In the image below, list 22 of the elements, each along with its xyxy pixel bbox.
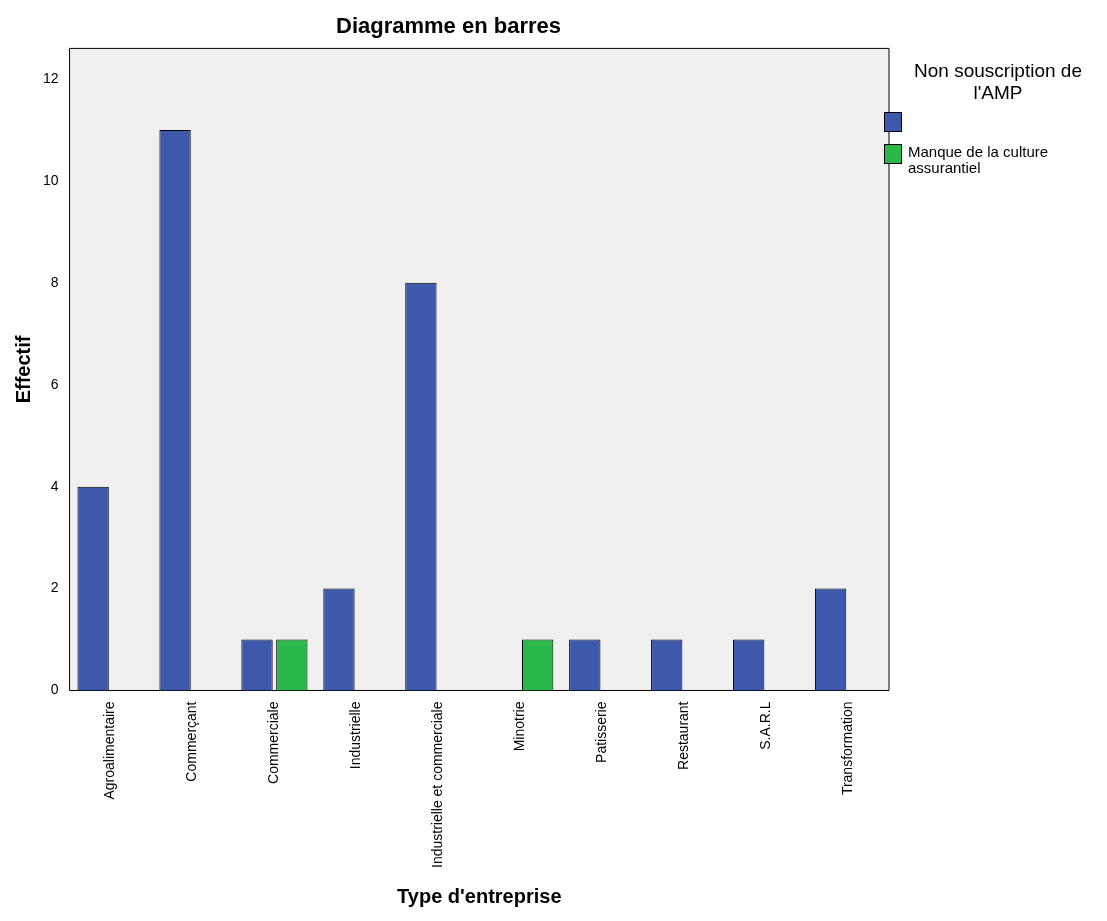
y-tick-label: 4: [50, 477, 59, 494]
y-tick-label: 8: [50, 273, 59, 290]
y-tick-label: 0: [50, 681, 59, 698]
y-tick-label: 10: [42, 171, 59, 188]
x-tick-label: Agroalimentaire: [101, 701, 118, 800]
y-tick-label: 6: [50, 375, 59, 392]
x-tick-label: S.A.R.L: [756, 701, 773, 750]
x-tick-label: Commerciale: [265, 701, 282, 784]
x-tick-label: Commerçant: [183, 701, 200, 782]
y-tick-label: 2: [50, 579, 59, 596]
x-tick-label: Patisserie: [593, 701, 610, 763]
x-axis-title: Type d'entreprise: [397, 884, 562, 907]
x-tick-label: Industrielle: [347, 701, 364, 770]
legend-title: Non souscription de l'AMP: [913, 60, 1083, 104]
x-tick-label: Transformation: [838, 701, 855, 796]
legend-label: Manque de la culture assurantiel: [908, 143, 1050, 176]
x-tick-label: Minotrie: [511, 701, 528, 752]
y-axis-title: Effectif: [11, 335, 34, 404]
x-tick-label: Restaurant: [675, 701, 691, 770]
chart-title: Diagramme en barres: [336, 13, 561, 39]
x-tick-label: Industrielle et commerciale: [429, 701, 446, 869]
y-tick-label: 12: [42, 69, 59, 86]
